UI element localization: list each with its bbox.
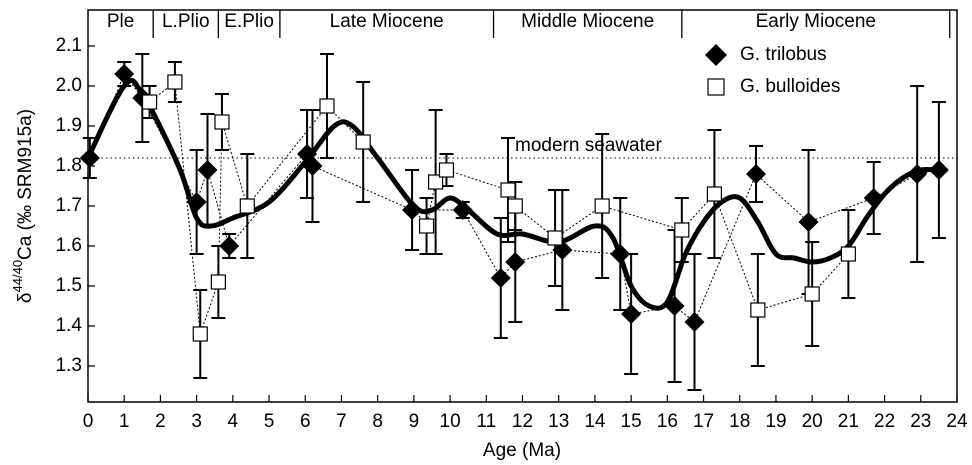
diamond-marker [621, 304, 642, 324]
diamond-marker [402, 200, 423, 220]
y-label-sup: 44/40 [10, 260, 25, 293]
diamond-marker [452, 200, 473, 220]
diamond-marker [746, 164, 767, 184]
diamond-marker [490, 268, 511, 288]
y-tick-label: 1.3 [56, 355, 82, 376]
epoch-label: Early Miocene [756, 11, 876, 32]
diamond-marker [863, 188, 884, 208]
diamond-marker [684, 312, 705, 332]
diamond-marker [907, 164, 928, 184]
smooth-curve [85, 77, 939, 311]
diamond-marker [798, 212, 819, 232]
diamond-marker [219, 236, 240, 256]
x-tick-label: 5 [264, 411, 275, 432]
x-tick-label: 22 [874, 411, 895, 432]
diamond-marker [114, 64, 135, 84]
x-tick-label: 0 [83, 411, 94, 432]
x-tick-label: 18 [729, 411, 750, 432]
square-marker [428, 174, 444, 190]
square-marker [507, 198, 523, 214]
epoch-label: Ple [107, 11, 134, 32]
square-marker [355, 134, 371, 150]
square-marker [804, 286, 820, 302]
y-tick-label: 2.1 [56, 35, 82, 56]
square-marker [438, 162, 455, 178]
y-label-prefix: δ [15, 292, 36, 303]
square-marker [319, 98, 335, 114]
x-tick-label: 6 [300, 411, 311, 432]
square-marker [418, 218, 435, 234]
y-tick-label: 1.7 [56, 195, 82, 216]
square-marker [239, 198, 255, 214]
diamond-marker [186, 192, 207, 212]
x-tick-label: 1 [119, 411, 130, 432]
x-tick-label: 3 [191, 411, 202, 432]
square-marker [750, 302, 766, 318]
y-tick-label: 1.6 [56, 235, 82, 256]
square-marker [192, 326, 208, 342]
y-tick-label: 1.5 [56, 275, 82, 296]
x-tick-label: 20 [802, 411, 823, 432]
x-tick-label: 15 [621, 411, 642, 432]
x-tick-label: 19 [765, 411, 786, 432]
connector-line [89, 72, 939, 323]
x-tick-label: 24 [946, 411, 968, 432]
y-tick-label: 1.4 [56, 315, 83, 336]
y-tick-label: 1.9 [56, 115, 82, 136]
x-axis-label: Age (Ma) [483, 440, 561, 461]
square-marker [500, 182, 516, 198]
x-tick-label: 8 [372, 411, 383, 432]
epoch-label: E.Plio [224, 11, 274, 32]
square-marker [141, 94, 158, 110]
x-tick-label: 10 [440, 411, 461, 432]
x-tick-label: 4 [228, 411, 239, 432]
square-marker [210, 274, 226, 290]
square-marker [547, 230, 563, 246]
x-tick-label: 23 [910, 411, 931, 432]
x-tick-label: 12 [512, 411, 533, 432]
x-tick-label: 17 [693, 411, 714, 432]
diamond-marker [928, 160, 949, 180]
legend-label: G. trilobus [740, 44, 827, 65]
x-tick-label: 14 [584, 411, 606, 432]
y-tick-label: 2.0 [56, 75, 82, 96]
epoch-label: Middle Miocene [521, 11, 654, 32]
x-tick-label: 9 [409, 411, 420, 432]
square-marker [706, 186, 723, 202]
y-tick-label: 1.8 [56, 155, 82, 176]
x-tick-label: 13 [548, 411, 569, 432]
square-marker [594, 198, 610, 214]
diamond-marker [505, 252, 526, 272]
diamond-marker [79, 148, 100, 168]
x-tick-label: 11 [476, 411, 496, 432]
diamond-marker [664, 296, 685, 316]
x-tick-label: 16 [657, 411, 678, 432]
y-label-main: Ca (‰ SRM915a) [15, 109, 36, 260]
reference-label: modern seawater [515, 135, 662, 156]
x-tick-label: 7 [336, 411, 347, 432]
legend-marker [705, 44, 727, 66]
epoch-label: L.Plio [162, 11, 210, 32]
square-marker [840, 246, 856, 262]
legend-marker [707, 78, 725, 96]
square-marker [214, 114, 230, 130]
x-tick-label: 2 [155, 411, 166, 432]
legend-label: G. bulloides [740, 76, 840, 97]
epoch-label: Late Miocene [330, 11, 444, 32]
square-marker [674, 222, 690, 238]
diamond-marker [302, 156, 323, 176]
y-axis-label: δ44/40Ca (‰ SRM915a) [10, 109, 36, 303]
square-marker [167, 74, 183, 90]
diamond-marker [610, 244, 631, 264]
diamond-marker [197, 160, 218, 180]
x-tick-label: 21 [838, 411, 859, 432]
